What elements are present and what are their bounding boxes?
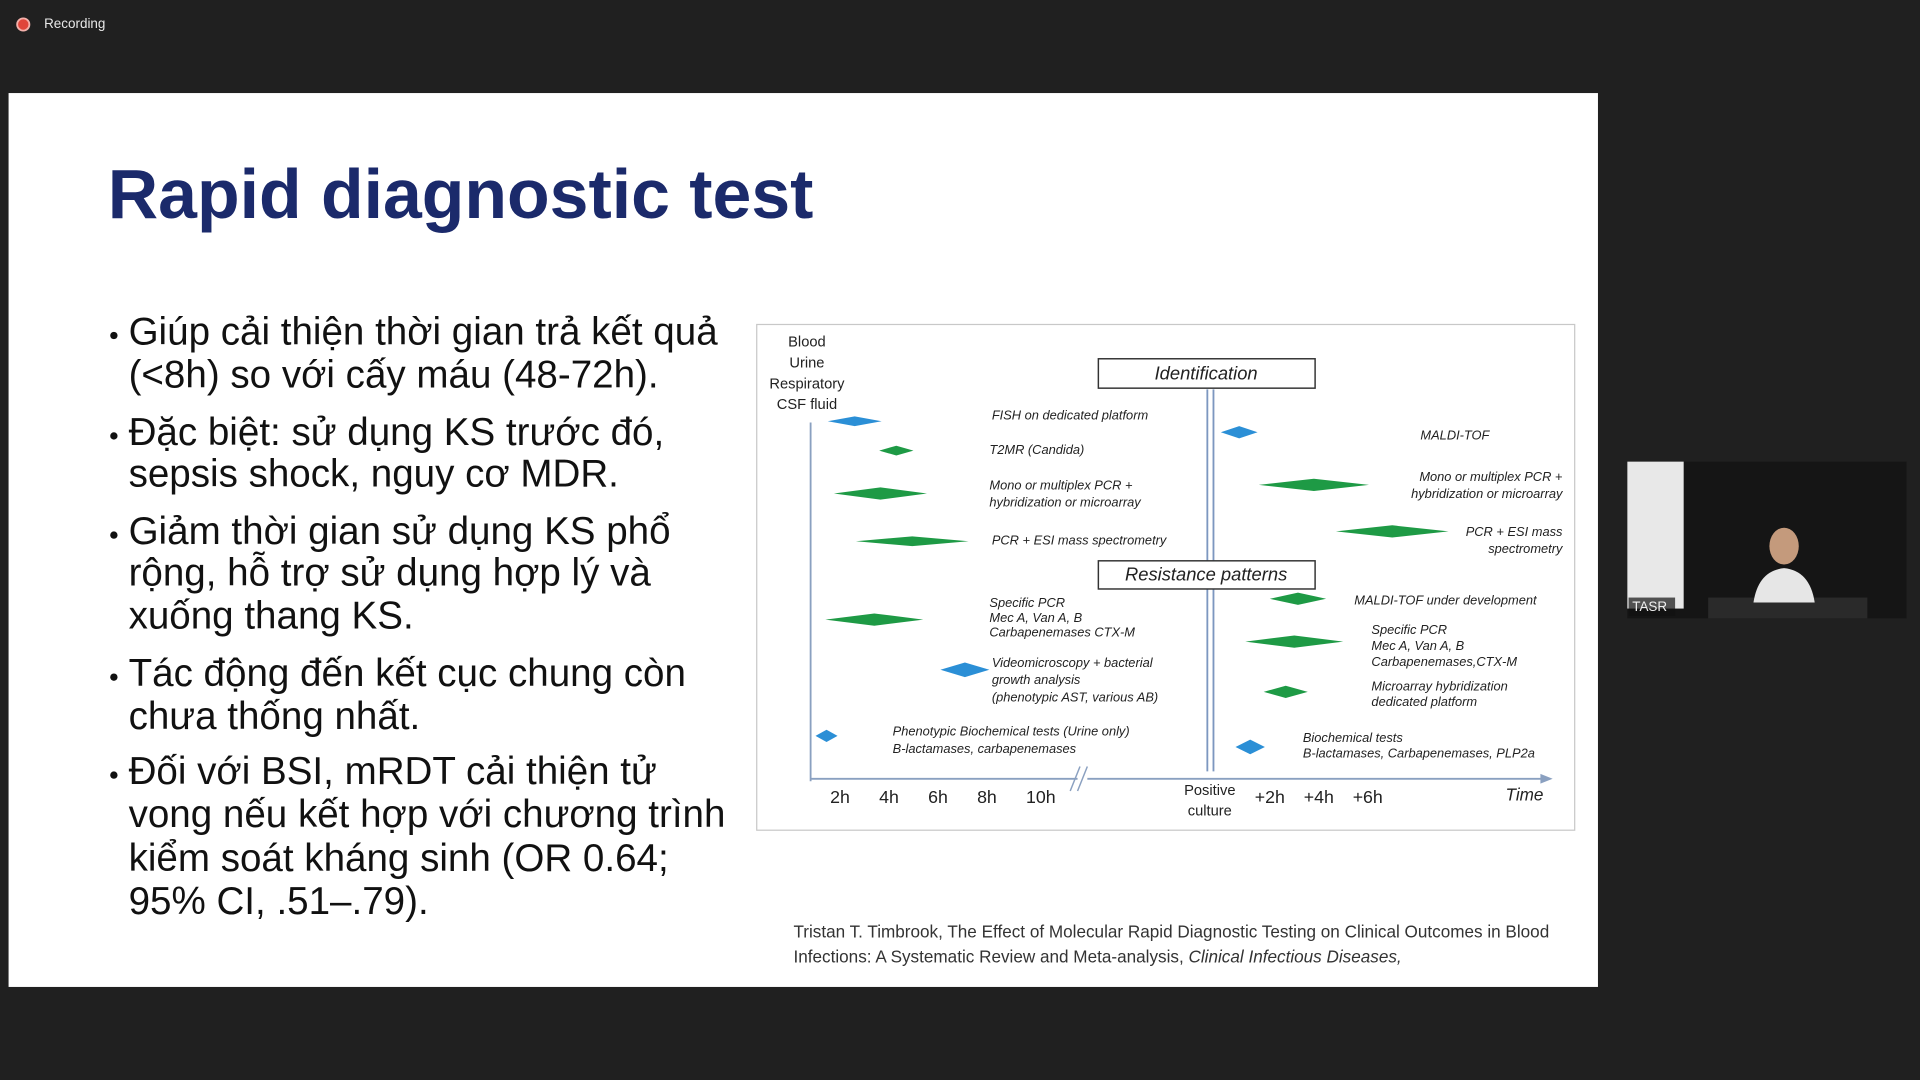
bullet-text: Đặc biệt: sử dụng KS trước đó, <box>129 411 665 454</box>
method-label: hybridization or microarray <box>989 495 1142 510</box>
method-label: Mec A, Van A, B <box>1371 638 1464 653</box>
bullet-text: xuống thang KS. <box>129 595 414 638</box>
citation-journal: Clinical Infectious Diseases, <box>1188 946 1401 966</box>
bullet-text: Đối với BSI, mRDT cải thiện tử <box>129 750 657 793</box>
podium <box>1708 597 1868 619</box>
time-label: 6h <box>928 787 948 807</box>
speaker-head <box>1769 527 1799 565</box>
method-diamond <box>1220 426 1258 439</box>
method-label: spectrometry <box>1488 541 1564 556</box>
method-diamond <box>1245 635 1344 648</box>
axis-title: Time <box>1506 784 1544 804</box>
method-label: Specific PCR <box>989 595 1065 610</box>
method-label: Videomicroscopy + bacterial <box>992 655 1154 670</box>
participant-label-bg <box>1628 597 1676 616</box>
bullet-text: (<8h) so với cấy máu (48-72h). <box>129 353 659 396</box>
method-diamond <box>827 416 882 427</box>
citation: Infections: A Systematic Review and Meta… <box>793 946 1401 966</box>
specimen-label: CSF fluid <box>777 397 837 413</box>
time-label: +2h <box>1255 787 1285 807</box>
axis-break <box>1076 766 1089 792</box>
time-label: Positive <box>1184 783 1235 799</box>
recording-label: Recording <box>44 16 105 31</box>
recording-dot <box>16 17 31 32</box>
time-label: 8h <box>977 787 997 807</box>
method-label: Carbapenemases CTX-M <box>989 624 1135 639</box>
bullet-text: rộng, hỗ trợ sử dụng hợp lý và <box>129 552 652 595</box>
participant-label: TASR <box>1632 599 1667 614</box>
method-label: Microarray hybridization <box>1371 678 1507 693</box>
speaker-body <box>1753 568 1815 603</box>
bullet-dot <box>110 432 118 440</box>
citation: Tristan T. Timbrook, The Effect of Molec… <box>793 922 1549 942</box>
method-label: B-lactamases, Carbapenemases, PLP2a <box>1303 746 1535 761</box>
method-label: Specific PCR <box>1371 622 1447 637</box>
time-label: 4h <box>879 787 899 807</box>
method-label: hybridization or microarray <box>1411 486 1564 501</box>
bullet-text: 95% CI, .51–.79). <box>129 880 429 923</box>
axis-break <box>1069 766 1081 792</box>
method-label: dedicated platform <box>1371 694 1477 709</box>
method-label: growth analysis <box>992 672 1081 687</box>
bullet-text: chưa thống nhất. <box>129 695 421 738</box>
identification-box <box>1097 358 1316 389</box>
bullet-text: kiểm soát kháng sinh (OR 0.64; <box>129 837 669 880</box>
method-label: Mec A, Van A, B <box>989 610 1082 625</box>
bullet-text: sepsis shock, nguy cơ MDR. <box>129 453 619 496</box>
bullet-dot <box>110 771 118 779</box>
bullet-dot <box>110 673 118 681</box>
method-label: PCR + ESI mass <box>1466 524 1563 539</box>
method-diamond <box>815 729 838 743</box>
method-diamond <box>1235 739 1265 755</box>
bullet-text: vong nếu kết hợp với chương trình <box>129 793 726 836</box>
axis-arrow <box>1540 773 1553 784</box>
method-diamond <box>879 445 914 456</box>
method-label: Biochemical tests <box>1303 730 1404 745</box>
video-background <box>1627 461 1684 609</box>
method-label: Mono or multiplex PCR + <box>1419 469 1563 484</box>
method-label: FISH on dedicated platform <box>992 408 1149 423</box>
method-label: B-lactamases, carbapenemases <box>893 741 1077 756</box>
method-label: MALDI-TOF <box>1420 427 1490 442</box>
section-title: Resistance patterns <box>1125 563 1287 584</box>
bullet-text: Giảm thời gian sử dụng KS phổ <box>129 510 671 553</box>
method-label: Carbapenemases,CTX-M <box>1371 654 1517 669</box>
time-label: 10h <box>1026 787 1056 807</box>
bullet-text: Tác động đến kết cục chung còn <box>129 652 686 695</box>
method-label: T2MR (Candida) <box>989 442 1084 457</box>
bullet-dot <box>110 331 118 340</box>
specimen-label: Urine <box>789 356 824 372</box>
section-title: Identification <box>1155 363 1258 384</box>
bullet-text: Giúp cải thiện thời gian trả kết quả <box>129 310 719 353</box>
method-label: Mono or multiplex PCR + <box>989 478 1133 493</box>
citation-text: Infections: A Systematic Review and Meta… <box>793 946 1188 966</box>
time-label: 2h <box>830 787 850 807</box>
method-diamond <box>1258 478 1369 492</box>
time-label: +4h <box>1304 787 1334 807</box>
method-label: (phenotypic AST, various AB) <box>992 689 1158 704</box>
time-label: culture <box>1188 804 1232 820</box>
method-label: Phenotypic Biochemical tests (Urine only… <box>893 724 1130 739</box>
resistance-box <box>1097 560 1316 590</box>
method-diamond <box>1269 592 1327 605</box>
method-diamond <box>855 536 969 547</box>
specimen-label: Blood <box>788 335 826 351</box>
slide-title: Rapid diagnostic test <box>108 155 814 233</box>
specimen-label: Respiratory <box>769 376 845 392</box>
method-diamond <box>940 662 990 678</box>
method-label: PCR + ESI mass spectrometry <box>992 533 1168 548</box>
method-diamond <box>1263 685 1308 698</box>
bullet-dot <box>110 531 118 539</box>
time-label: +6h <box>1353 787 1383 807</box>
method-label: MALDI-TOF under development <box>1354 593 1538 608</box>
